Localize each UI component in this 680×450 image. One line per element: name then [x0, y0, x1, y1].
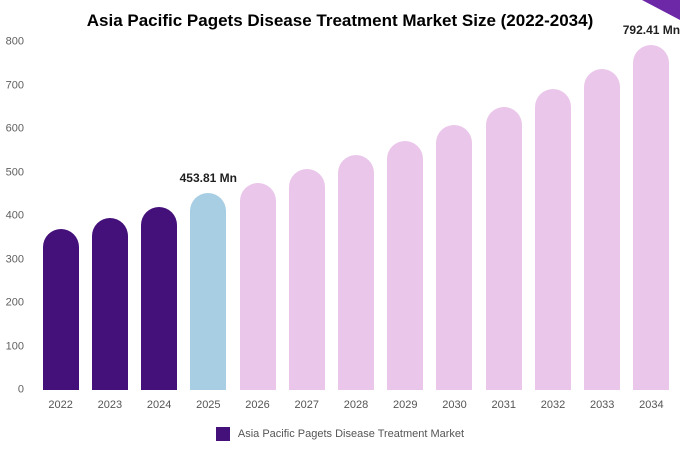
y-axis-tick-label: 0: [17, 383, 24, 396]
x-axis-label: 2034: [639, 399, 664, 411]
bar-2031: [485, 107, 522, 390]
value-annotation: 792.41 Mn: [622, 23, 680, 38]
bar-slot: 2029: [381, 42, 430, 411]
x-axis-label: 2031: [491, 399, 516, 411]
y-axis-tick-label: 700: [5, 79, 24, 91]
bar-slot: 2028: [331, 42, 380, 411]
x-axis-label: 2024: [146, 399, 172, 411]
bar-slot: 2031: [479, 42, 528, 411]
x-axis-label: 2028: [343, 399, 369, 411]
bar-slot: 2027: [282, 42, 331, 411]
y-axis-tick-label: 100: [5, 340, 24, 352]
bar-2026: [239, 182, 276, 390]
y-axis-tick-label: 200: [5, 296, 24, 309]
bar-2034: [633, 45, 670, 390]
bar-2022: [42, 229, 79, 390]
plot-area: 2022 2023 2024 2025 453.81 Mn 2026 2027 2028 202…: [36, 23, 680, 411]
bar-2025: [190, 192, 227, 390]
bar-2032: [534, 88, 571, 390]
legend: Asia Pacific Pagets Disease Treatment Ma…: [0, 427, 680, 441]
x-axis-label: 2033: [589, 399, 615, 411]
corner-decoration: [642, 0, 680, 20]
legend-label: Asia Pacific Pagets Disease Treatment Ma…: [237, 428, 465, 440]
bar-2029: [387, 140, 424, 390]
x-axis-label: 2030: [442, 399, 467, 411]
y-axis-tick-label: 800: [5, 35, 24, 48]
bar-slot: 2023: [85, 42, 134, 411]
bar-slot: 2024: [134, 42, 183, 411]
bar-2028: [338, 155, 375, 390]
x-axis-label: 2029: [393, 399, 418, 411]
bar-2023: [91, 218, 128, 390]
y-axis-tick-label: 600: [5, 122, 24, 135]
y-axis-tick-label: 300: [5, 253, 24, 265]
y-axis: 0 100 200 300 400 500 600 700 800: [0, 36, 30, 395]
bar-slot: 2030: [430, 42, 479, 411]
value-annotation: 453.81 Mn: [179, 170, 237, 185]
bar-2027: [288, 169, 325, 390]
y-axis-tick-label: 500: [5, 166, 24, 178]
bar-slot: 2034 792.41 Mn: [623, 23, 680, 411]
bar-slot: 2026: [233, 42, 282, 411]
bar-2033: [584, 68, 621, 390]
bar-slot: 2025 453.81 Mn: [180, 42, 237, 411]
chart-title: Asia Pacific Pagets Disease Treatment Ma…: [86, 11, 594, 30]
x-axis-label: 2025: [196, 399, 221, 411]
legend-swatch: [215, 427, 230, 441]
bar-slot: 2032: [528, 42, 577, 411]
bar-slot: 2022: [36, 42, 85, 411]
x-axis-label: 2023: [97, 399, 123, 411]
y-axis-tick-label: 400: [5, 209, 24, 222]
x-axis-label: 2032: [540, 399, 566, 411]
x-axis-label: 2027: [294, 399, 320, 411]
x-axis-label: 2022: [48, 399, 73, 411]
bar-2024: [141, 207, 178, 390]
bar-2030: [436, 125, 473, 390]
bar-slot: 2033: [578, 42, 627, 411]
x-axis-label: 2026: [245, 399, 270, 411]
